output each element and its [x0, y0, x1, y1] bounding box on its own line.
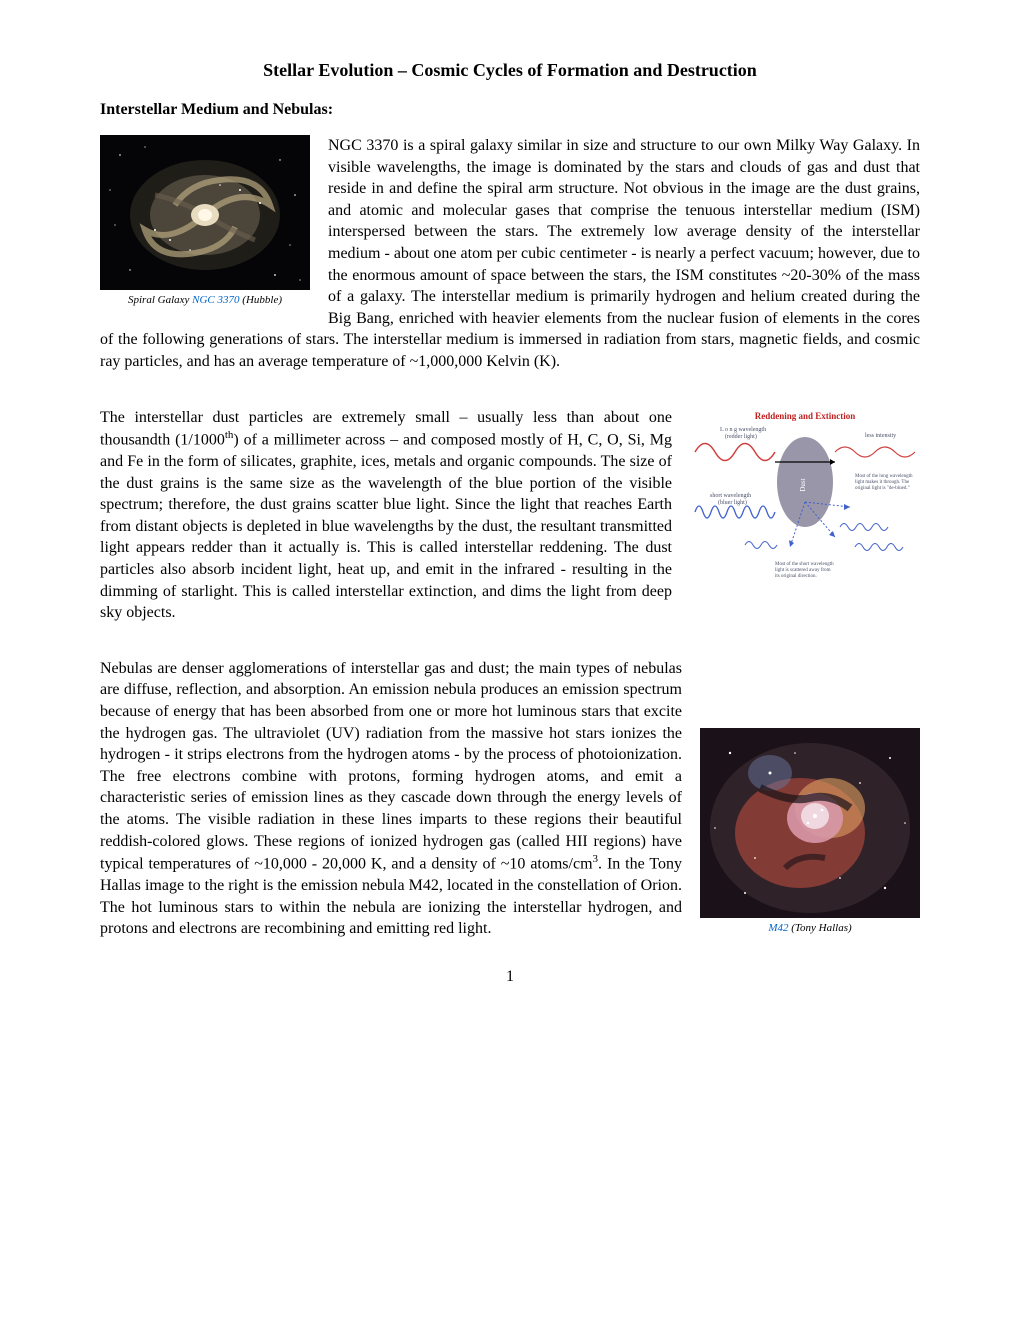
- reddening-diagram: Reddening and Extinction L o n g wavelen…: [690, 407, 920, 582]
- page-number: 1: [100, 968, 920, 986]
- para2-post: ) of a millimeter across – and composed …: [100, 431, 672, 621]
- right-text-1: Most of the long wavelength: [855, 474, 913, 479]
- page-title: Stellar Evolution – Cosmic Cycles of For…: [100, 60, 920, 81]
- nebula-caption: M42 (Tony Hallas): [768, 922, 851, 934]
- less-intensity-label: less intensity: [865, 433, 896, 439]
- galaxy-caption-prefix: Spiral Galaxy: [128, 294, 192, 306]
- svg-text:light is scattered away from: light is scattered away from: [775, 568, 831, 573]
- nebula-image: [700, 728, 920, 918]
- para2-block: Reddening and Extinction L o n g wavelen…: [100, 407, 920, 642]
- galaxy-caption: Spiral Galaxy NGC 3370 (Hubble): [128, 294, 282, 306]
- figure-galaxy: Spiral Galaxy NGC 3370 (Hubble): [100, 135, 310, 306]
- svg-text:original light is "de-blued.": original light is "de-blued.": [855, 486, 910, 491]
- svg-text:light makes it through. The: light makes it through. The: [855, 480, 910, 485]
- para3-pre: Nebulas are denser agglomerations of int…: [100, 660, 682, 873]
- reddening-title: Reddening and Extinction: [755, 411, 856, 421]
- section-heading: Interstellar Medium and Nebulas:: [100, 101, 920, 119]
- bottom-text-1: Most of the short wavelength: [775, 562, 834, 567]
- svg-text:its original direction.: its original direction.: [775, 574, 817, 579]
- short-wave-label: short wavelength: [710, 493, 751, 499]
- dust-label: Dust: [799, 478, 807, 491]
- galaxy-caption-suffix: (Hubble): [240, 294, 282, 306]
- page: Stellar Evolution – Cosmic Cycles of For…: [0, 0, 1020, 1016]
- long-wave-label: L o n g wavelength: [720, 427, 766, 433]
- para1-block: Spiral Galaxy NGC 3370 (Hubble) NGC 3370…: [100, 135, 920, 391]
- galaxy-caption-link[interactable]: NGC 3370: [192, 294, 239, 306]
- long-wave-sublabel: (redder light): [725, 433, 757, 440]
- short-wave-sublabel: (bluer light): [718, 499, 747, 506]
- nebula-caption-link[interactable]: M42: [768, 922, 788, 934]
- galaxy-image: [100, 135, 310, 290]
- nebula-caption-suffix: (Tony Hallas): [789, 922, 852, 934]
- para3-block: M42 (Tony Hallas) Nebulas are denser agg…: [100, 658, 920, 958]
- figure-nebula: M42 (Tony Hallas): [700, 728, 920, 934]
- figure-reddening: Reddening and Extinction L o n g wavelen…: [690, 407, 920, 582]
